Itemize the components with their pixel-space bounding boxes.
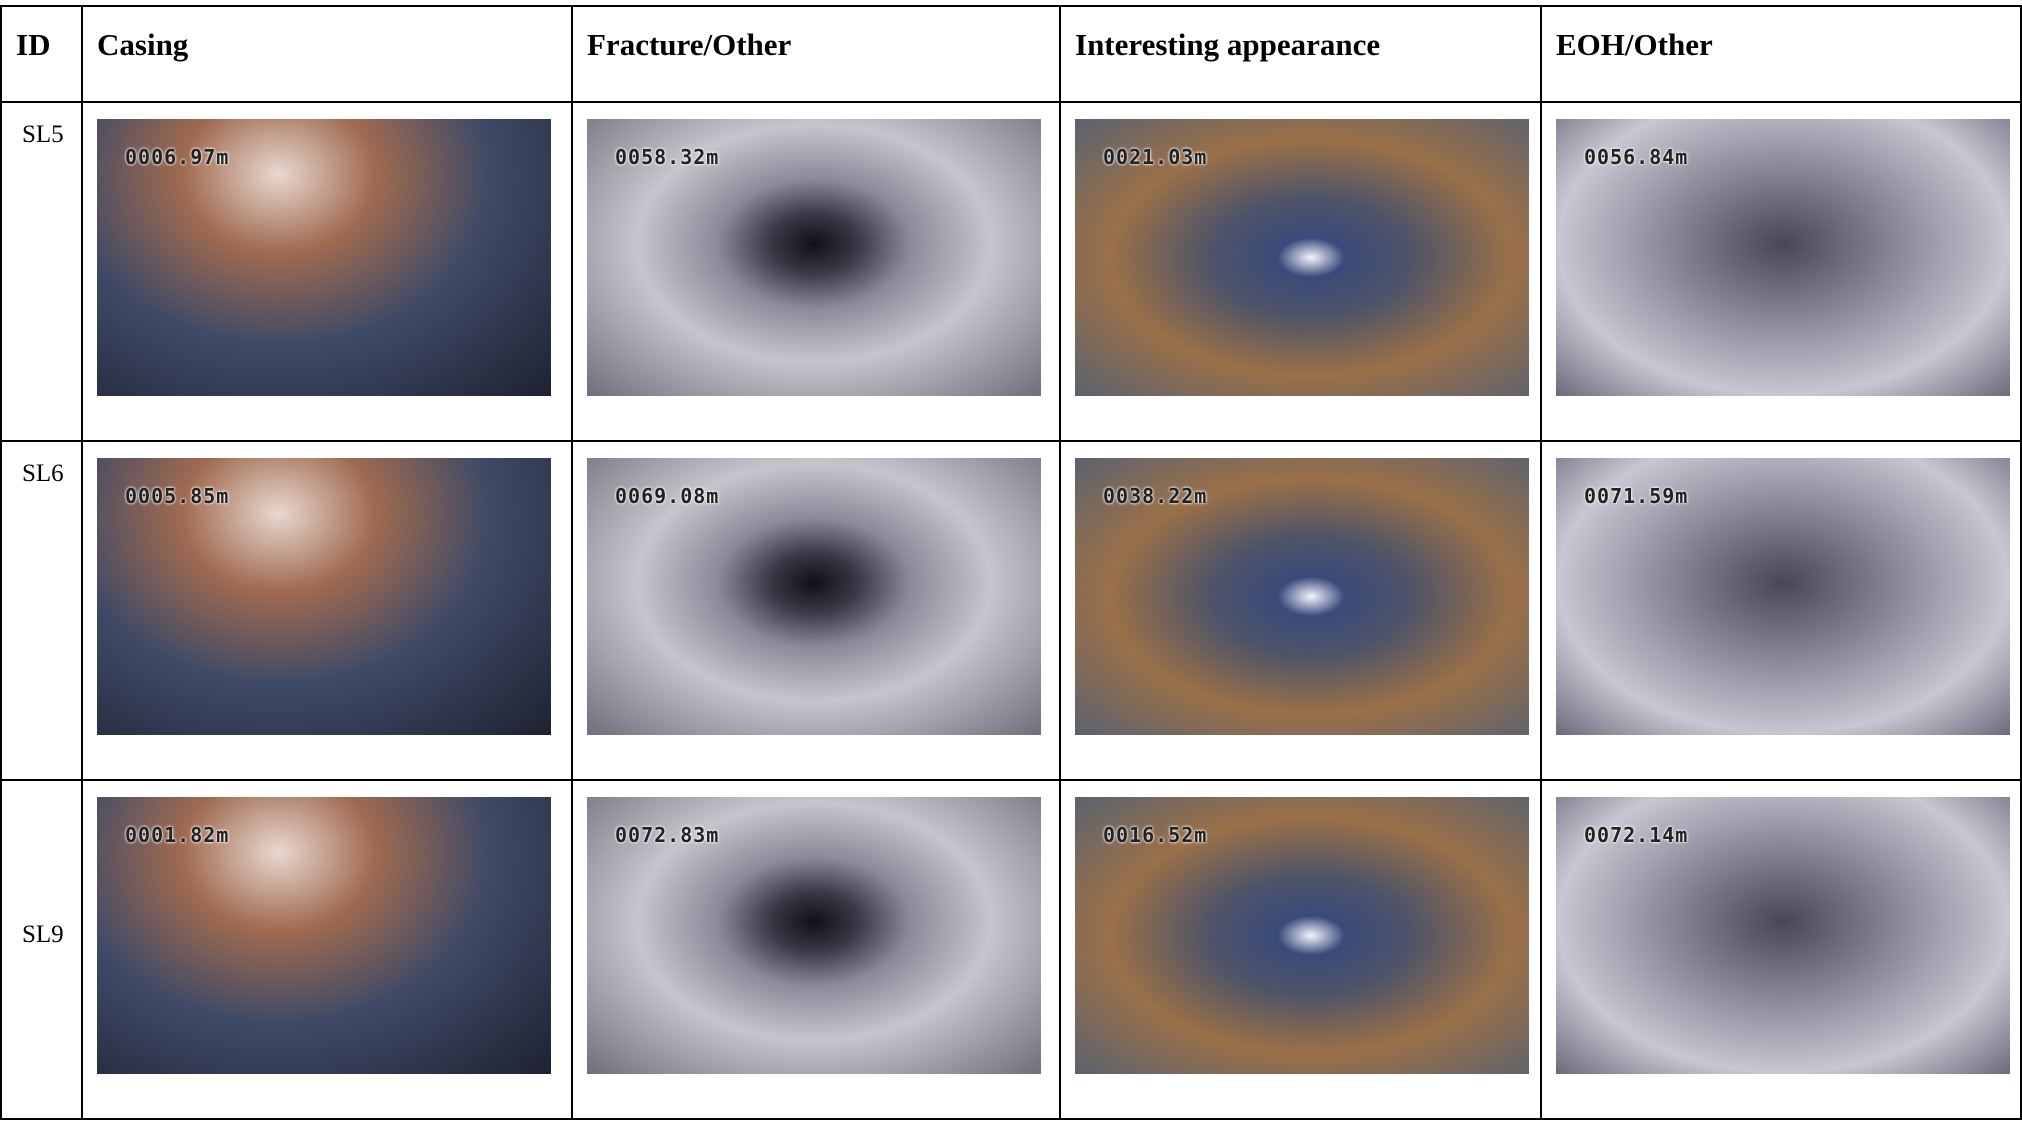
depth-label: 0069.08m bbox=[615, 484, 720, 508]
header-cell: Casing bbox=[81, 5, 573, 103]
borehole-photo: 0069.08m bbox=[587, 458, 1041, 735]
borehole-photo: 0038.22m bbox=[1075, 458, 1529, 735]
image-cell: 0005.85m bbox=[81, 440, 573, 781]
borehole-photo: 0071.59m bbox=[1556, 458, 2010, 735]
borehole-photo: 0056.84m bbox=[1556, 119, 2010, 396]
header-cell: EOH/Other bbox=[1540, 5, 2022, 103]
image-cell: 0016.52m bbox=[1059, 779, 1542, 1120]
depth-label: 0071.59m bbox=[1584, 484, 1689, 508]
id-cell: SL6 bbox=[0, 440, 83, 781]
id-cell: SL5 bbox=[0, 101, 83, 442]
depth-label: 0021.03m bbox=[1103, 145, 1208, 169]
borehole-photo: 0016.52m bbox=[1075, 797, 1529, 1074]
table-row: SL5 0006.97m 0058.32m 0021.03m 0056.84m bbox=[0, 101, 2022, 442]
table: ID Casing Fracture/Other Interesting appear… bbox=[0, 5, 2022, 1120]
borehole-photo: 0058.32m bbox=[587, 119, 1041, 396]
image-cell: 0071.59m bbox=[1540, 440, 2022, 781]
depth-label: 0001.82m bbox=[125, 823, 230, 847]
header-cell: ID bbox=[0, 5, 83, 103]
header-row: ID Casing Fracture/Other Interesting appear… bbox=[0, 5, 2022, 103]
borehole-photo: 0001.82m bbox=[97, 797, 551, 1074]
table-row: SL6 0005.85m 0069.08m 0038.22m 0071.59m bbox=[0, 440, 2022, 781]
borehole-photo: 0072.83m bbox=[587, 797, 1041, 1074]
depth-label: 0006.97m bbox=[125, 145, 230, 169]
depth-label: 0058.32m bbox=[615, 145, 720, 169]
image-cell: 0021.03m bbox=[1059, 101, 1542, 442]
borehole-photo: 0021.03m bbox=[1075, 119, 1529, 396]
depth-label: 0005.85m bbox=[125, 484, 230, 508]
header-cell: Fracture/Other bbox=[571, 5, 1061, 103]
image-cell: 0006.97m bbox=[81, 101, 573, 442]
borehole-photo: 0072.14m bbox=[1556, 797, 2010, 1074]
header-cell: Interesting appearance bbox=[1059, 5, 1542, 103]
id-cell: SL9 bbox=[0, 779, 83, 1120]
page: ID Casing Fracture/Other Interesting appear… bbox=[0, 5, 2022, 1125]
image-cell: 0072.83m bbox=[571, 779, 1061, 1120]
image-cell: 0056.84m bbox=[1540, 101, 2022, 442]
depth-label: 0072.83m bbox=[615, 823, 720, 847]
depth-label: 0016.52m bbox=[1103, 823, 1208, 847]
image-cell: 0058.32m bbox=[571, 101, 1061, 442]
image-cell: 0072.14m bbox=[1540, 779, 2022, 1120]
borehole-photo: 0006.97m bbox=[97, 119, 551, 396]
borehole-photo: 0005.85m bbox=[97, 458, 551, 735]
image-cell: 0069.08m bbox=[571, 440, 1061, 781]
depth-label: 0056.84m bbox=[1584, 145, 1689, 169]
table-body: SL5 0006.97m 0058.32m 0021.03m 0056.84m SL6 00… bbox=[0, 101, 2022, 1120]
depth-label: 0072.14m bbox=[1584, 823, 1689, 847]
table-row: SL9 0001.82m 0072.83m 0016.52m 0072.14m bbox=[0, 779, 2022, 1120]
image-cell: 0001.82m bbox=[81, 779, 573, 1120]
image-cell: 0038.22m bbox=[1059, 440, 1542, 781]
depth-label: 0038.22m bbox=[1103, 484, 1208, 508]
